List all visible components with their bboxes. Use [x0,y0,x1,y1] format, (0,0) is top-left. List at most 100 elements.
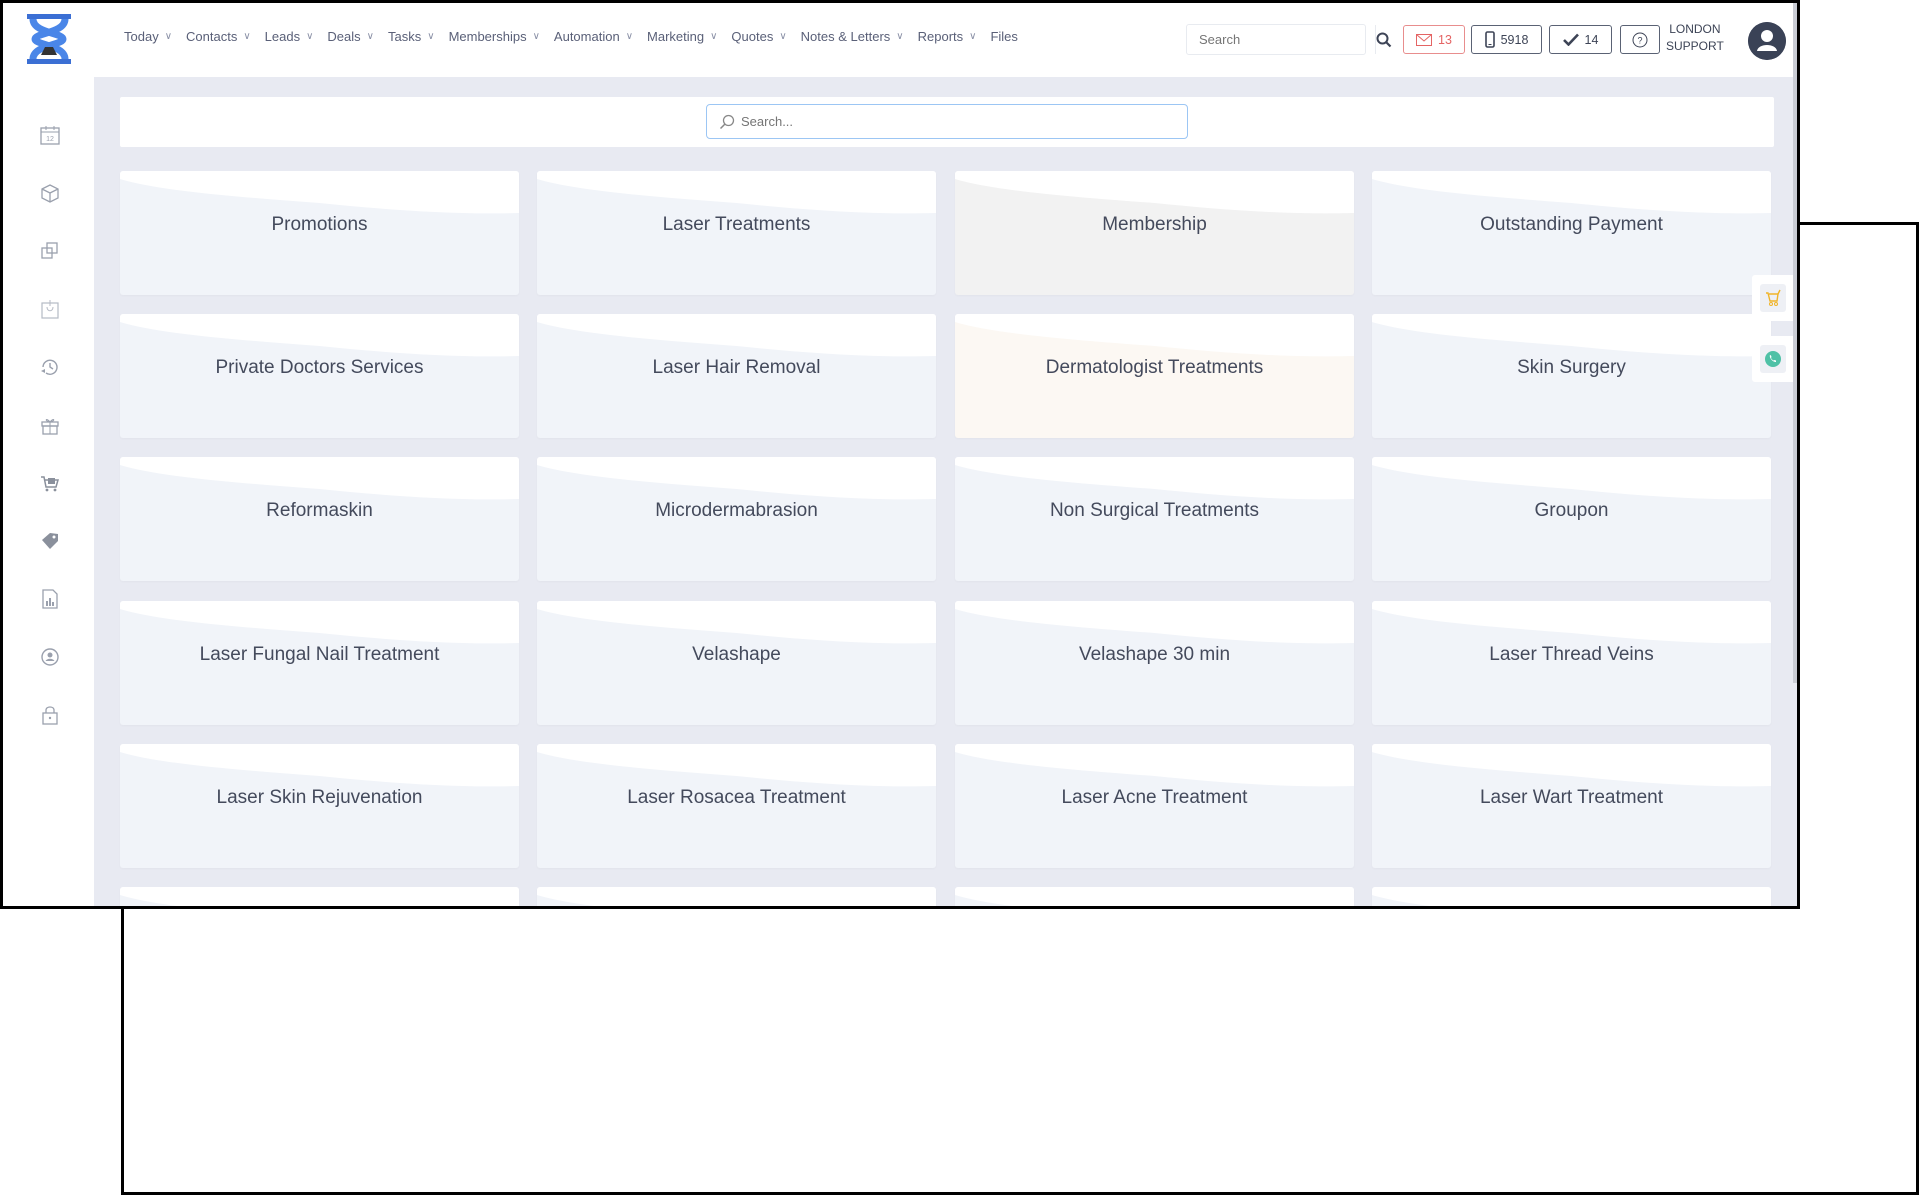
category-card[interactable]: Laser Fungal Nail Treatment [120,601,519,725]
nav-label: Marketing [647,29,705,44]
nav-tasks[interactable]: Tasks ∨ [388,29,435,44]
left-sidebar: 12 [3,77,94,906]
cart-float-button[interactable] [1752,275,1794,321]
chevron-down-icon: ∨ [710,31,718,42]
calendar-icon[interactable]: 12 [39,124,61,146]
gift-icon[interactable] [39,414,61,436]
category-label: Laser Treatments [662,214,811,235]
category-label: Non Surgical Treatments [1049,500,1260,521]
history-icon[interactable] [39,356,61,378]
mail-button[interactable]: 13 [1403,25,1465,54]
card-wave-decoration [537,457,936,500]
category-label: Microdermabrasion [655,500,818,521]
lock-icon[interactable] [39,704,61,726]
category-label: Laser Fungal Nail Treatment [199,644,440,665]
category-card[interactable]: Velashape 30 min [955,601,1354,725]
category-label: Laser Thread Veins [1489,644,1654,665]
nav-files[interactable]: Files [990,29,1017,44]
category-label: Outstanding Payment [1480,214,1663,235]
header-search-input[interactable] [1187,25,1375,54]
category-card[interactable]: Laser Treatments [537,171,936,295]
category-card[interactable]: Laser Hair Removal [537,314,936,438]
cart-icon[interactable] [39,472,61,494]
nav-leads[interactable]: Leads ∨ [265,29,314,44]
card-wave-decoration [955,171,1354,214]
nav-label: Automation [553,29,620,44]
nav-label: Files [990,29,1018,44]
search-button[interactable] [1375,25,1392,54]
nav-today[interactable]: Today ∨ [124,29,172,44]
nav-marketing[interactable]: Marketing ∨ [647,29,717,44]
category-card[interactable]: Dermatologist Treatments [955,314,1354,438]
nav-automation[interactable]: Automation ∨ [554,29,633,44]
category-card[interactable]: Groupon [1372,457,1771,581]
cart-icon [1766,289,1781,306]
category-card[interactable] [537,887,936,906]
category-card[interactable]: Laser Skin Rejuvenation [120,744,519,868]
tag-icon[interactable] [39,530,61,552]
app-logo-hourglass-icon[interactable] [23,13,75,65]
help-button[interactable]: ? [1620,25,1660,54]
header-search[interactable] [1186,24,1392,55]
card-wave-decoration [955,314,1354,357]
card-wave-decoration [1372,601,1771,644]
nav-notes-letters[interactable]: Notes & Letters ∨ [801,29,904,44]
category-card[interactable]: Private Doctors Services [120,314,519,438]
category-card[interactable]: Laser Thread Veins [1372,601,1771,725]
basket-icon[interactable] [39,298,61,320]
box-icon[interactable] [39,182,61,204]
card-wave-decoration [955,457,1354,500]
card-wave-decoration [1372,744,1771,787]
category-card[interactable]: Velashape [537,601,936,725]
category-card[interactable]: Laser Rosacea Treatment [537,744,936,868]
card-wave-decoration [120,171,519,214]
sms-button[interactable]: 5918 [1471,25,1542,54]
chevron-down-icon: ∨ [532,31,540,42]
category-card[interactable]: Non Surgical Treatments [955,457,1354,581]
user-circle-icon[interactable] [39,646,61,668]
user-name[interactable]: LONDON SUPPORT [1666,21,1724,55]
category-card[interactable]: Reformaskin [120,457,519,581]
category-card[interactable] [1372,887,1771,906]
category-card[interactable] [955,887,1354,906]
copy-icon[interactable] [39,240,61,262]
category-card[interactable]: Outstanding Payment [1372,171,1771,295]
chevron-down-icon: ∨ [366,31,374,42]
chevron-down-icon: ∨ [779,31,787,42]
user-avatar-icon[interactable] [1748,22,1786,60]
nav-label: Reports [917,29,964,44]
main-nav: Today ∨ Contacts ∨ Leads ∨ Deals ∨ Tasks ∨ Members… [124,29,1032,44]
nav-reports[interactable]: Reports ∨ [918,29,977,44]
chevron-down-icon: ∨ [164,31,173,42]
nav-label: Memberships [448,29,527,44]
nav-deals[interactable]: Deals ∨ [327,29,374,44]
nav-memberships[interactable]: Memberships ∨ [449,29,540,44]
category-card[interactable]: Microdermabrasion [537,457,936,581]
card-wave-decoration [1372,887,1771,906]
chevron-down-icon: ∨ [306,31,314,42]
category-label: Membership [1102,214,1207,235]
card-wave-decoration [955,601,1354,644]
category-card[interactable]: Membership [955,171,1354,295]
category-search-input[interactable] [741,114,1161,129]
category-card[interactable] [120,887,519,906]
category-card[interactable]: Promotions [120,171,519,295]
envelope-icon [1416,33,1433,46]
page-scrollbar[interactable] [1793,3,1797,683]
report-icon[interactable] [39,588,61,610]
chevron-down-icon: ∨ [896,31,904,42]
nav-contacts[interactable]: Contacts ∨ [186,29,251,44]
category-card[interactable]: Laser Wart Treatment [1372,744,1771,868]
card-wave-decoration [955,744,1354,787]
question-circle-icon: ? [1632,32,1648,47]
nav-label: Contacts [186,29,238,44]
category-card[interactable]: Skin Surgery [1372,314,1771,438]
chevron-down-icon: ∨ [969,31,977,42]
category-card[interactable]: Laser Acne Treatment [955,744,1354,868]
whatsapp-float-button[interactable] [1752,336,1794,382]
category-label: Laser Wart Treatment [1479,787,1664,808]
nav-quotes[interactable]: Quotes ∨ [731,29,786,44]
category-search-field[interactable] [706,104,1188,139]
whatsapp-icon [1765,351,1781,367]
tasks-button[interactable]: 14 [1549,25,1612,54]
